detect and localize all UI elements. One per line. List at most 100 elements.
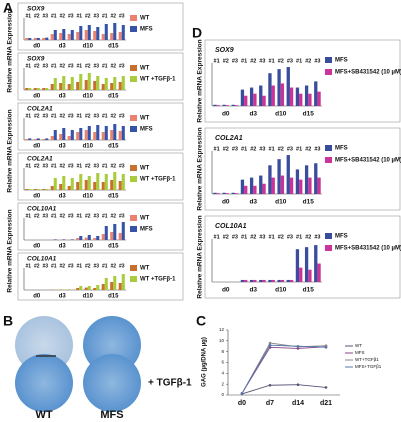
- bar: [28, 189, 32, 190]
- bar: [84, 130, 88, 140]
- replicate-label: #3: [314, 58, 320, 64]
- x-tick-label: d15: [303, 199, 315, 206]
- replicate-label: #3: [93, 13, 99, 19]
- bar: [304, 165, 309, 194]
- line: [241, 384, 327, 395]
- legend-swatch: [325, 245, 332, 251]
- bar: [244, 185, 248, 194]
- bar: [59, 184, 63, 190]
- bar: [104, 126, 108, 140]
- bar: [79, 74, 83, 90]
- gene-label: COL10A1: [27, 206, 57, 213]
- replicate-label: #2: [85, 113, 91, 119]
- legend-label: WT: [140, 66, 150, 72]
- bar: [113, 276, 117, 290]
- legend-swatch: [130, 176, 137, 182]
- legend-label: MFS: [335, 58, 348, 64]
- bar: [225, 193, 230, 194]
- legend-swatch: [130, 165, 137, 171]
- replicate-label: #1: [102, 113, 108, 119]
- bar: [110, 282, 114, 290]
- x-tick-label: d10: [83, 194, 94, 200]
- bar: [271, 177, 275, 194]
- legend-swatch: [130, 226, 137, 232]
- replicate-label: #1: [51, 263, 57, 269]
- bar: [268, 165, 272, 194]
- x-tick-label: d21: [320, 400, 332, 407]
- replicate-label: #1: [241, 234, 247, 240]
- legend-label: MFS: [335, 234, 348, 240]
- bar: [280, 279, 285, 282]
- legend-label: MFS: [355, 350, 365, 355]
- replicate-label: #3: [68, 113, 74, 119]
- bar: [70, 77, 74, 90]
- x-tick-label: d0: [222, 287, 230, 294]
- chart-frame: [17, 52, 184, 101]
- bar: [271, 279, 275, 282]
- bar: [79, 174, 83, 190]
- gene-label: COL2A1: [215, 135, 243, 142]
- bar: [110, 130, 114, 140]
- legend-swatch: [325, 57, 332, 63]
- replicate-label: #1: [269, 58, 275, 64]
- chart-frame: [204, 39, 401, 123]
- replicate-label: #2: [59, 213, 65, 219]
- legend-swatch: [325, 233, 332, 239]
- bar: [314, 245, 318, 282]
- bar: [50, 84, 54, 90]
- bar: [84, 287, 88, 290]
- bar: [50, 136, 54, 140]
- replicate-label: #1: [269, 234, 275, 240]
- legend-label: WT: [140, 216, 150, 222]
- legend-swatch: [325, 145, 332, 151]
- replicate-label: #2: [85, 13, 91, 19]
- legend-label: MFS+TGFβ1: [355, 364, 382, 369]
- replicate-label: #1: [76, 113, 82, 119]
- bar: [28, 38, 32, 40]
- bar: [62, 29, 66, 40]
- chart-frame: [17, 252, 184, 301]
- replicate-label: #3: [287, 146, 293, 152]
- legend-swatch: [325, 157, 332, 163]
- bar: [36, 38, 40, 40]
- bar: [110, 180, 114, 190]
- legend-label: MFS: [140, 127, 153, 133]
- legend-label: WT +TGFβ-1: [140, 277, 176, 283]
- replicate-label: #1: [102, 163, 108, 169]
- bar: [59, 134, 63, 140]
- replicate-label: #3: [68, 263, 74, 269]
- bar: [216, 193, 220, 194]
- x-tick-label: d0: [33, 194, 41, 200]
- bar: [268, 73, 272, 106]
- point: [268, 343, 272, 347]
- replicate-label: #3: [93, 113, 99, 119]
- legend-label: WT: [140, 16, 150, 22]
- x-tick-label: d3: [59, 244, 67, 250]
- bar: [96, 236, 100, 240]
- x-tick-label: d10: [83, 144, 94, 150]
- bar: [76, 132, 80, 140]
- bar: [53, 130, 57, 140]
- bar: [59, 33, 63, 40]
- bar: [240, 89, 245, 106]
- replicate-label: #3: [232, 234, 238, 240]
- bar: [110, 232, 114, 240]
- replicate-label: #2: [34, 163, 40, 169]
- replicate-label: #1: [102, 263, 108, 269]
- bar: [295, 249, 300, 282]
- replicate-label: #3: [68, 163, 74, 169]
- bar: [53, 78, 57, 90]
- replicate-label: #1: [25, 63, 31, 69]
- x-tick-label: d15: [303, 287, 315, 294]
- x-tick-label: d10: [83, 44, 94, 50]
- x-tick-label: d0: [33, 244, 41, 250]
- bar: [118, 283, 122, 290]
- replicate-label: #3: [42, 163, 48, 169]
- culture-image: [83, 354, 141, 412]
- bar: [101, 84, 105, 90]
- replicate-label: #3: [232, 146, 238, 152]
- bar: [104, 78, 108, 90]
- bar: [45, 138, 49, 140]
- replicate-label: #3: [42, 263, 48, 269]
